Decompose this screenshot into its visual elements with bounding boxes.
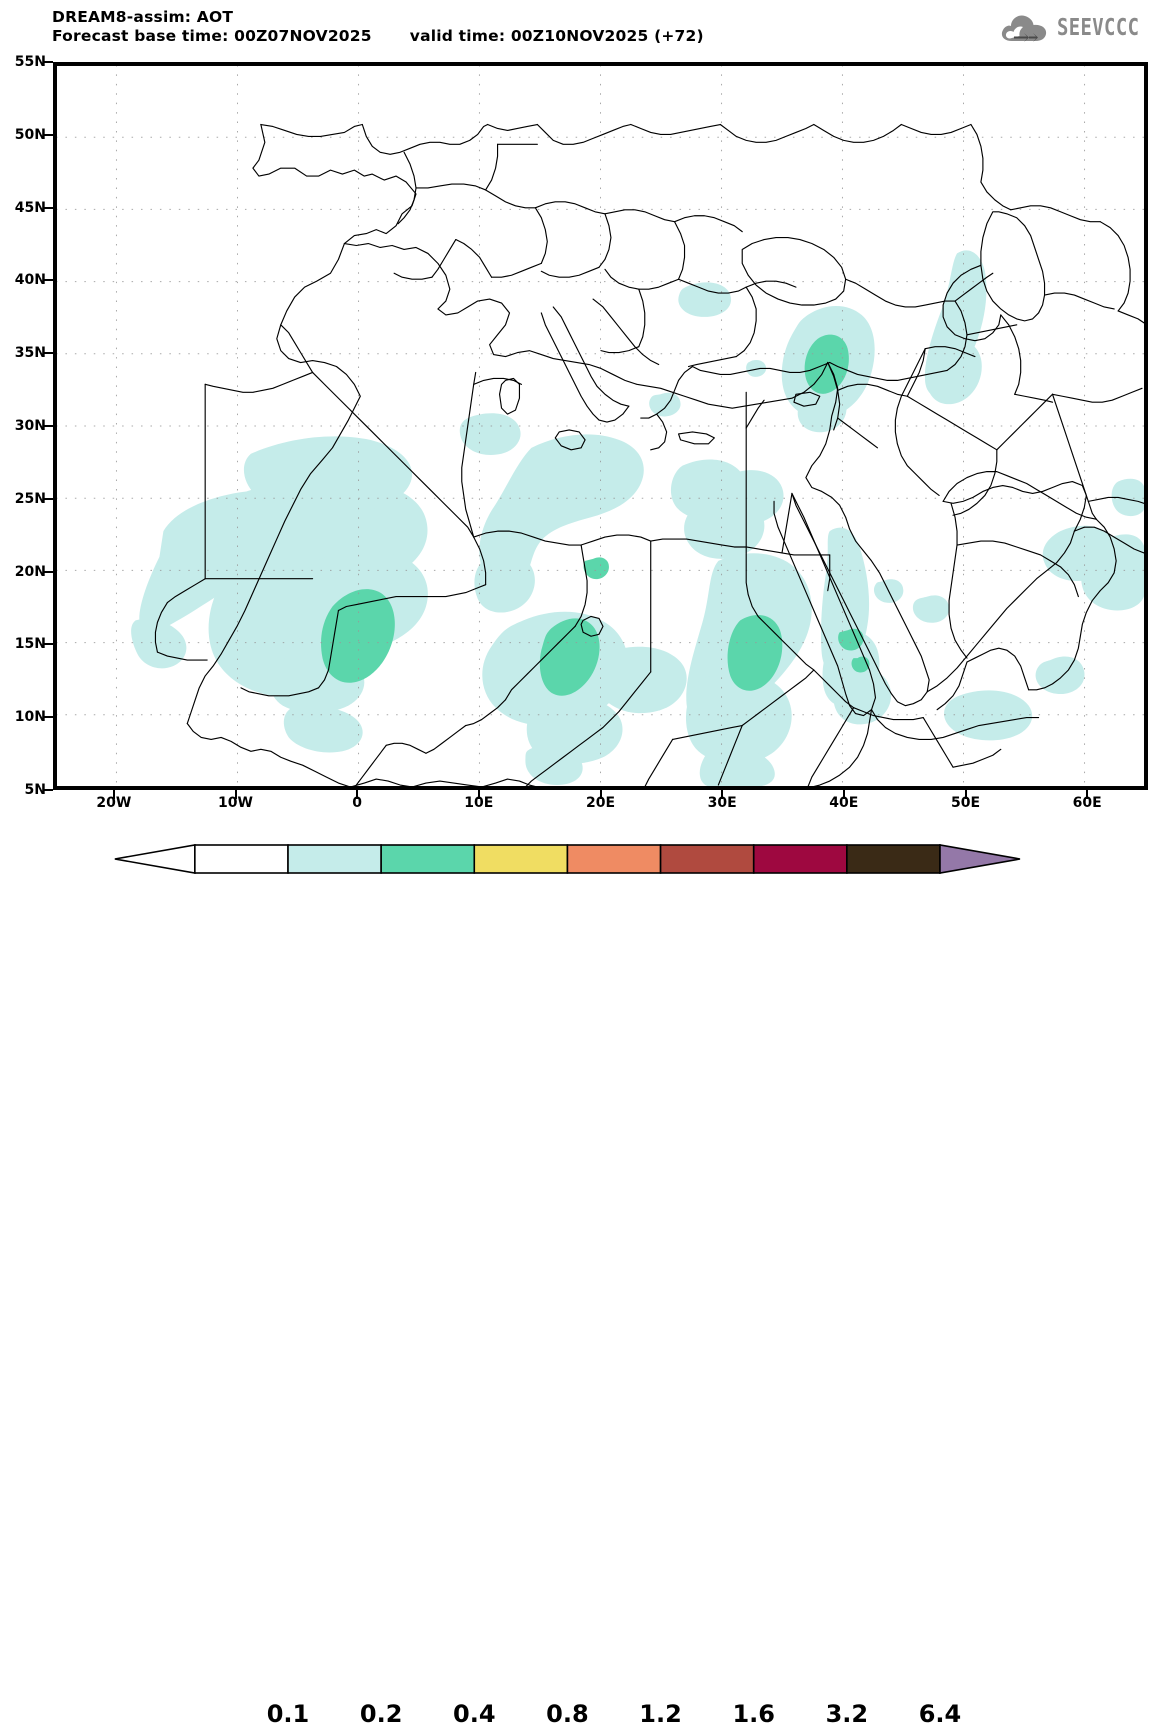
x-axis-tick-label: 60E (1072, 795, 1102, 811)
colorbar-band (752, 844, 848, 874)
colorbar-tick-label: 1.6 (732, 1700, 775, 1728)
y-axis-tick-label: 50N (14, 126, 46, 143)
x-axis-tick-label: 20W (96, 795, 132, 811)
y-axis-tick-label: 35N (14, 345, 46, 362)
x-axis-tick-label: 30E (707, 795, 737, 811)
valid-time-label: valid time: 00Z10NOV2025 (+72) (409, 27, 704, 45)
base-time-label: Forecast base time: 00Z07NOV2025 (52, 27, 372, 45)
x-axis-tick-label: 40E (829, 795, 859, 811)
x-axis-tick-mark (477, 790, 480, 799)
y-axis-tick-label: 40N (14, 272, 46, 289)
colorbar-band (846, 844, 941, 874)
x-axis-tick-mark (599, 790, 602, 799)
x-axis-tick-label: 0 (352, 795, 363, 811)
y-axis-tick-mark (44, 643, 53, 646)
colorbar-swatches (114, 844, 1021, 874)
colorbar-tick-label: 0.1 (266, 1700, 310, 1728)
colorbar-band (287, 844, 382, 874)
aot-band-0.2 (321, 334, 870, 696)
y-axis-tick-label: 5N (24, 782, 46, 798)
colorbar-tick-label: 0.4 (453, 1700, 496, 1728)
coastlines-and-borders (154, 123, 1145, 787)
colorbar-band (194, 844, 289, 874)
y-axis-tick-mark (44, 497, 53, 500)
y-axis-tick-mark (44, 352, 53, 355)
x-axis-tick-label: 50E (950, 795, 981, 811)
colorbar-band (566, 844, 662, 874)
colorbar-band (659, 844, 755, 874)
y-axis-tick-mark (44, 279, 53, 282)
x-axis-tick-mark (356, 790, 359, 799)
aot-band-0.1 (131, 250, 1145, 787)
x-axis-tick-mark (234, 790, 237, 799)
header: DREAM8-assim: AOT Forecast base time: 00… (0, 0, 1165, 62)
colorbar-tick-label: 0.8 (546, 1700, 589, 1728)
colorbar-tick-label: 1.2 (639, 1700, 682, 1728)
colorbar: 0.1 0.2 0.4 0.8 1.2 1.6 3.2 6.4 (0, 838, 1165, 1728)
x-axis-tick-mark (721, 790, 724, 799)
aot-contour-map (56, 65, 1145, 787)
colorbar-tick-label: 0.2 (359, 1700, 403, 1728)
y-axis-tick-mark (44, 133, 53, 136)
y-axis-tick-label: 30N (14, 418, 46, 434)
colorbar-tick-label: 3.2 (825, 1700, 869, 1728)
colorbar-under-arrow (114, 844, 196, 874)
cloud-icon (1001, 15, 1046, 42)
map-gridlines (56, 65, 1145, 787)
colorbar-tick-label: 6.4 (918, 1700, 962, 1728)
x-axis-tick-label: 10W (218, 795, 253, 811)
map-plot-area (53, 62, 1148, 790)
y-axis-tick-mark (44, 61, 53, 63)
logo-text: SEEVCCC (1056, 15, 1139, 41)
x-axis-tick-label: 20E (585, 795, 616, 811)
y-axis-tick-mark (44, 789, 53, 791)
y-axis-tick-label: 20N (14, 563, 46, 580)
colorbar-band (473, 844, 569, 874)
x-axis-tick-mark (1086, 790, 1089, 799)
y-axis-tick-label: 15N (14, 636, 46, 653)
colorbar-band (380, 844, 476, 874)
y-axis-tick-label: 10N (14, 709, 46, 726)
y-axis-tick-mark (44, 206, 53, 209)
x-axis-tick-mark (112, 790, 115, 799)
y-axis-tick-label: 25N (14, 490, 46, 507)
y-axis-tick-mark (44, 425, 53, 427)
y-axis-tick-mark (44, 716, 53, 719)
x-axis-tick-mark (842, 790, 845, 799)
seevccc-logo: SEEVCCC (998, 8, 1157, 48)
y-axis-tick-mark (44, 570, 53, 573)
y-axis-tick-label: 55N (14, 54, 46, 70)
x-axis-tick-label: 10E (464, 795, 494, 811)
forecast-time-line: Forecast base time: 00Z07NOV2025 valid ti… (52, 27, 704, 45)
y-axis-tick-label: 45N (14, 199, 46, 216)
colorbar-over-arrow (939, 844, 1021, 874)
page-title: DREAM8-assim: AOT (52, 8, 234, 26)
x-axis-tick-mark (964, 790, 967, 799)
